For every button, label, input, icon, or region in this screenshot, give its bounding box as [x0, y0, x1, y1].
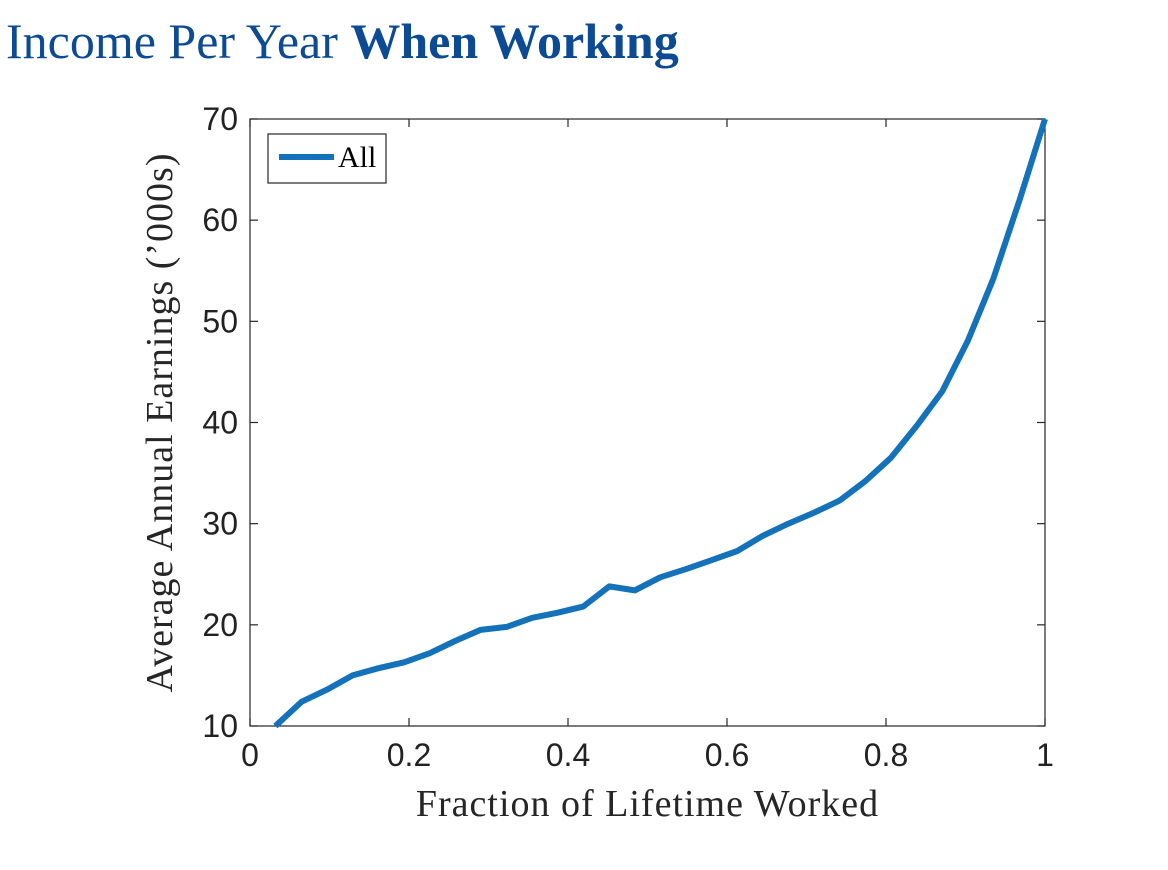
y-tick-label: 60: [202, 202, 238, 238]
y-tick-label: 10: [202, 708, 238, 744]
legend-label-all: All: [338, 141, 376, 174]
series-points: [275, 118, 1046, 727]
legend: All: [267, 133, 387, 184]
y-tick-label: 20: [202, 607, 238, 643]
x-tick-label: 0.6: [705, 737, 749, 773]
slide-title: Income Per Year When Working: [6, 14, 679, 69]
y-tick-label: 40: [202, 405, 238, 441]
y-tick-label: 50: [202, 303, 238, 339]
x-axis-label: Fraction of Lifetime Worked: [416, 783, 879, 825]
y-axis-label: Average Annual Earnings (’000s): [139, 153, 181, 693]
title-bold: When Working: [350, 13, 679, 69]
x-tick-label: 0.2: [387, 737, 431, 773]
x-tick-label: 1: [1036, 737, 1054, 773]
y-tick-label: 30: [202, 506, 238, 542]
x-tick-label: 0: [241, 737, 259, 773]
x-tick-label: 0.4: [546, 737, 590, 773]
plot-area-frame: [249, 118, 1046, 727]
axis-tick-labels: 0 0.2 0.4 0.6 0.8 1 10 20 30 40 50 60 70: [202, 101, 1053, 773]
y-tick-label: 70: [202, 101, 238, 137]
title-regular: Income Per Year: [6, 13, 338, 69]
x-tick-label: 0.8: [864, 737, 908, 773]
